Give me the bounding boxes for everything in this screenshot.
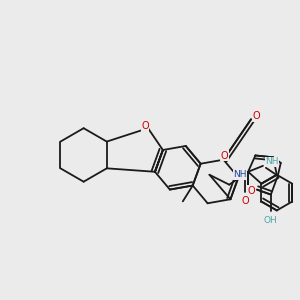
Text: O: O [252, 111, 260, 121]
Text: NH: NH [265, 158, 279, 166]
Text: NH: NH [233, 170, 247, 179]
Text: O: O [220, 151, 228, 161]
Text: O: O [141, 121, 149, 131]
Text: O: O [241, 196, 249, 206]
Text: OH: OH [264, 216, 278, 225]
Text: O: O [247, 186, 255, 196]
